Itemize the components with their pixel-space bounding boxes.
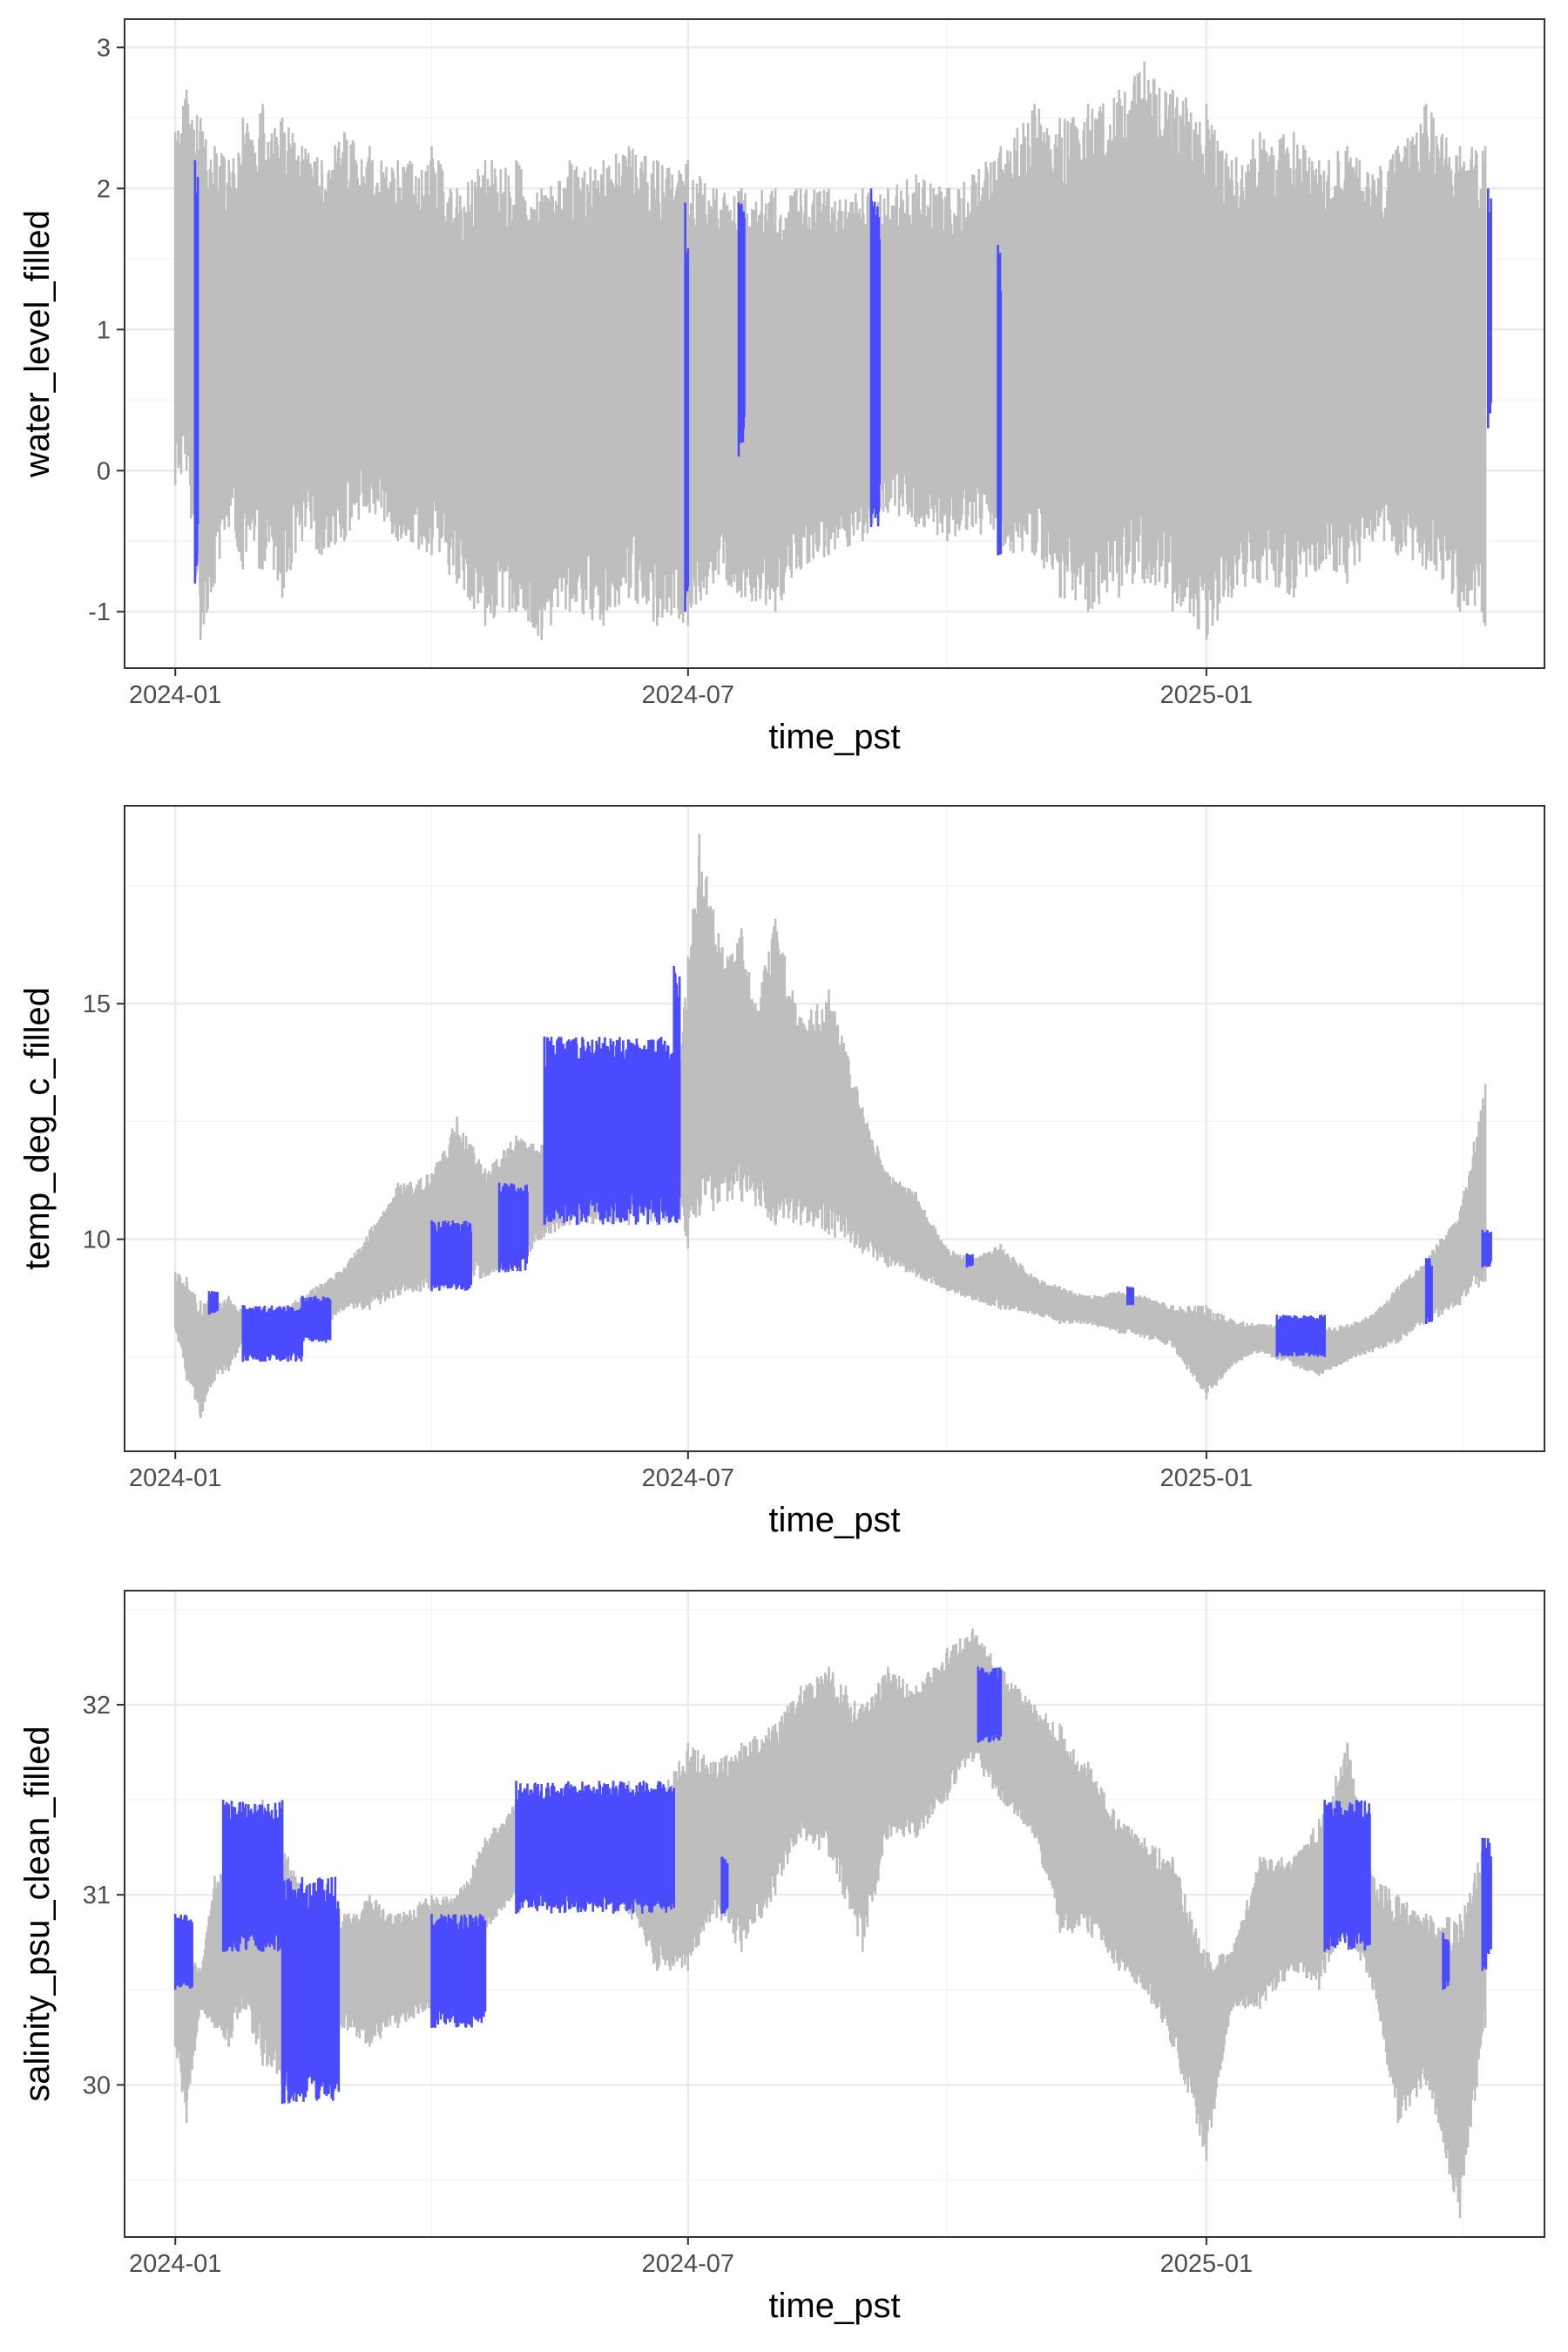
temperature-filled-segment	[672, 965, 681, 1216]
temperature-filled-segment	[1275, 1315, 1326, 1357]
salinity-filled-segment	[977, 1666, 1003, 1743]
salinity-filled-segment	[515, 1781, 675, 1914]
temperature-filled-segment	[1424, 1258, 1433, 1324]
water-level-panel-border	[124, 18, 1545, 669]
water-level-filled-segment	[737, 202, 746, 457]
temperature-filled-segment	[1126, 1286, 1135, 1306]
water-level-filled-segment	[193, 160, 199, 584]
y-tick-label: 32	[83, 1692, 111, 1720]
temperature-filled-segment	[1481, 1229, 1492, 1268]
x-tick-label: 2024-07	[642, 2250, 734, 2278]
temperature-panel: 2024-01 2024-07 2025-01 10 15 time_pst temp_de…	[18, 805, 1545, 1539]
water-level-filled-segment	[869, 188, 881, 527]
salinity-filled-segment	[221, 1800, 284, 1952]
water-level-filled-segment	[1487, 188, 1492, 429]
water-level-x-axis-title: time_pst	[768, 718, 900, 756]
temperature-x-axis-title: time_pst	[768, 1501, 900, 1539]
y-tick-label: 0	[97, 457, 111, 485]
water-level-observed-series	[173, 61, 1487, 640]
x-tick-label: 2025-01	[1160, 1464, 1253, 1492]
salinity-y-axis-title: salinity_psu_clean_filled	[18, 1726, 57, 2101]
y-tick-label: 31	[83, 1882, 111, 1909]
salinity-series-group	[173, 1628, 1492, 2219]
y-tick-label: 3	[97, 34, 111, 62]
salinity-panel: 2024-01 2024-07 2025-01 30 31 32 time_pst salin…	[18, 1590, 1545, 2325]
y-tick-label: 2	[97, 175, 111, 203]
temperature-panel-border	[124, 805, 1545, 1452]
temperature-y-axis-title: temp_deg_c_filled	[18, 987, 57, 1270]
salinity-panel-border	[124, 1590, 1545, 2238]
salinity-filled-segment	[1442, 1932, 1450, 1990]
x-tick-label: 2025-01	[1160, 681, 1253, 709]
temperature-grid	[125, 806, 1544, 1451]
temperature-filled-segment	[301, 1295, 332, 1343]
salinity-filled-segment	[430, 1914, 487, 2028]
y-tick-label: 10	[83, 1227, 111, 1254]
y-tick-label: -1	[88, 598, 111, 626]
y-tick-label: 15	[83, 990, 111, 1018]
x-tick-label: 2024-01	[129, 1464, 221, 1492]
temperature-filled-segment	[497, 1182, 529, 1273]
salinity-filled-segment	[720, 1856, 729, 1914]
temperature-series-group	[173, 834, 1492, 1419]
salinity-filled-segment	[1323, 1800, 1371, 1952]
y-tick-label: 30	[83, 2072, 111, 2099]
temperature-filled-segment	[965, 1253, 974, 1268]
water-level-panel: 2024-01 2024-07 2025-01 -1 0 1 2 3 time_pst water…	[18, 18, 1545, 756]
water-level-series-group	[173, 61, 1492, 640]
x-tick-label: 2024-01	[129, 681, 221, 709]
temperature-filled-segment	[207, 1291, 219, 1315]
x-tick-label: 2025-01	[1160, 2250, 1253, 2278]
water-level-filled-segment	[997, 245, 1003, 556]
temperature-filled-segment	[241, 1305, 304, 1362]
water-level-y-axis-title: water_level_filled	[18, 210, 57, 478]
x-tick-label: 2024-07	[642, 681, 734, 709]
temperature-filled-segment	[430, 1220, 473, 1292]
salinity-x-axis-title: time_pst	[768, 2287, 900, 2325]
x-tick-label: 2024-07	[642, 1464, 734, 1492]
y-tick-label: 1	[97, 316, 111, 344]
water-level-filled-segment	[684, 202, 690, 612]
salinity-filled-segment	[173, 1914, 193, 1990]
salinity-filled-segment	[280, 1876, 341, 2105]
salinity-filled-segment	[1481, 1837, 1492, 1971]
x-tick-label: 2024-01	[129, 2250, 221, 2278]
temperature-filled-segment	[543, 1037, 681, 1226]
